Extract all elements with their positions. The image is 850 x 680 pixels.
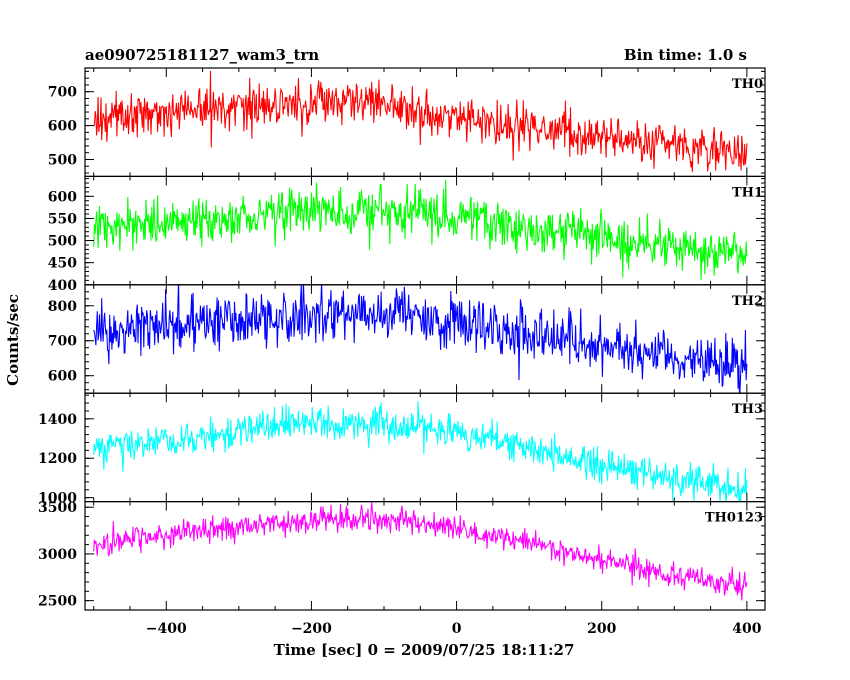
y-tick-label: 500 — [48, 152, 77, 168]
panel-th0123: 2500 3000 3500 TH0123 — [38, 500, 766, 611]
y-tick-label: 400 — [48, 278, 77, 294]
y-tick-label: 3500 — [38, 500, 77, 516]
y-tick-label: 700 — [48, 334, 77, 350]
y-tick-label: 600 — [48, 119, 77, 135]
y-tick-label: 3000 — [38, 547, 77, 563]
panel-label-th1: TH1 — [732, 185, 763, 200]
y-tick-label: 600 — [48, 369, 77, 385]
y-tick-label: 800 — [48, 299, 77, 315]
series-line-th1 — [93, 179, 748, 281]
panel-th3: 1000 1200 1400 TH3 — [38, 392, 766, 507]
y-tick-label: 1000 — [38, 491, 77, 507]
y-tick-label: 1200 — [38, 451, 77, 467]
x-tick-label: 400 — [732, 621, 761, 637]
x-tick-label: −200 — [291, 621, 332, 637]
y-tick-label: 600 — [48, 189, 77, 205]
y-tick-label: 500 — [48, 234, 77, 250]
panel-th2: 600 700 800 TH2 — [48, 284, 766, 394]
y-tick-label: 1400 — [38, 412, 77, 428]
panel-label-th0123: TH0123 — [705, 511, 763, 526]
panel-th0: 500 600 700 TH0 — [48, 67, 766, 178]
figure-title: ae090725181127_wam3_trn — [85, 46, 319, 64]
x-axis-label: Time [sec] 0 = 2009/07/25 18:11:27 — [274, 641, 575, 659]
series-line-th3 — [93, 401, 748, 502]
y-axis-label: Counts/sec — [4, 294, 22, 386]
series-line-th2 — [93, 284, 748, 394]
panel-frame — [84, 392, 766, 503]
x-axis: −400 −200 0 200 400 — [146, 621, 762, 637]
panel-frame — [84, 501, 766, 611]
x-tick-label: 200 — [587, 621, 616, 637]
series-line-th0 — [93, 70, 748, 173]
y-tick-label: 550 — [48, 211, 77, 227]
x-tick-label: 0 — [452, 621, 462, 637]
bin-time-label: Bin time: 1.0 s — [624, 46, 747, 64]
x-tick-label: −400 — [146, 621, 187, 637]
panel-th1: 400 450 500 550 600 TH1 — [48, 175, 766, 294]
series-line-th0123 — [93, 501, 748, 601]
y-tick-label: 700 — [48, 85, 77, 101]
panel-label-th2: TH2 — [732, 294, 763, 309]
panels: 500 600 700 TH0 400 450 500 550 600 TH1 600 700 800 T… — [38, 67, 766, 611]
panel-label-th3: TH3 — [732, 402, 763, 417]
panel-frame — [84, 67, 766, 178]
y-tick-label: 450 — [48, 256, 77, 272]
y-tick-label: 2500 — [38, 594, 77, 610]
panel-label-th0: TH0 — [732, 77, 763, 92]
